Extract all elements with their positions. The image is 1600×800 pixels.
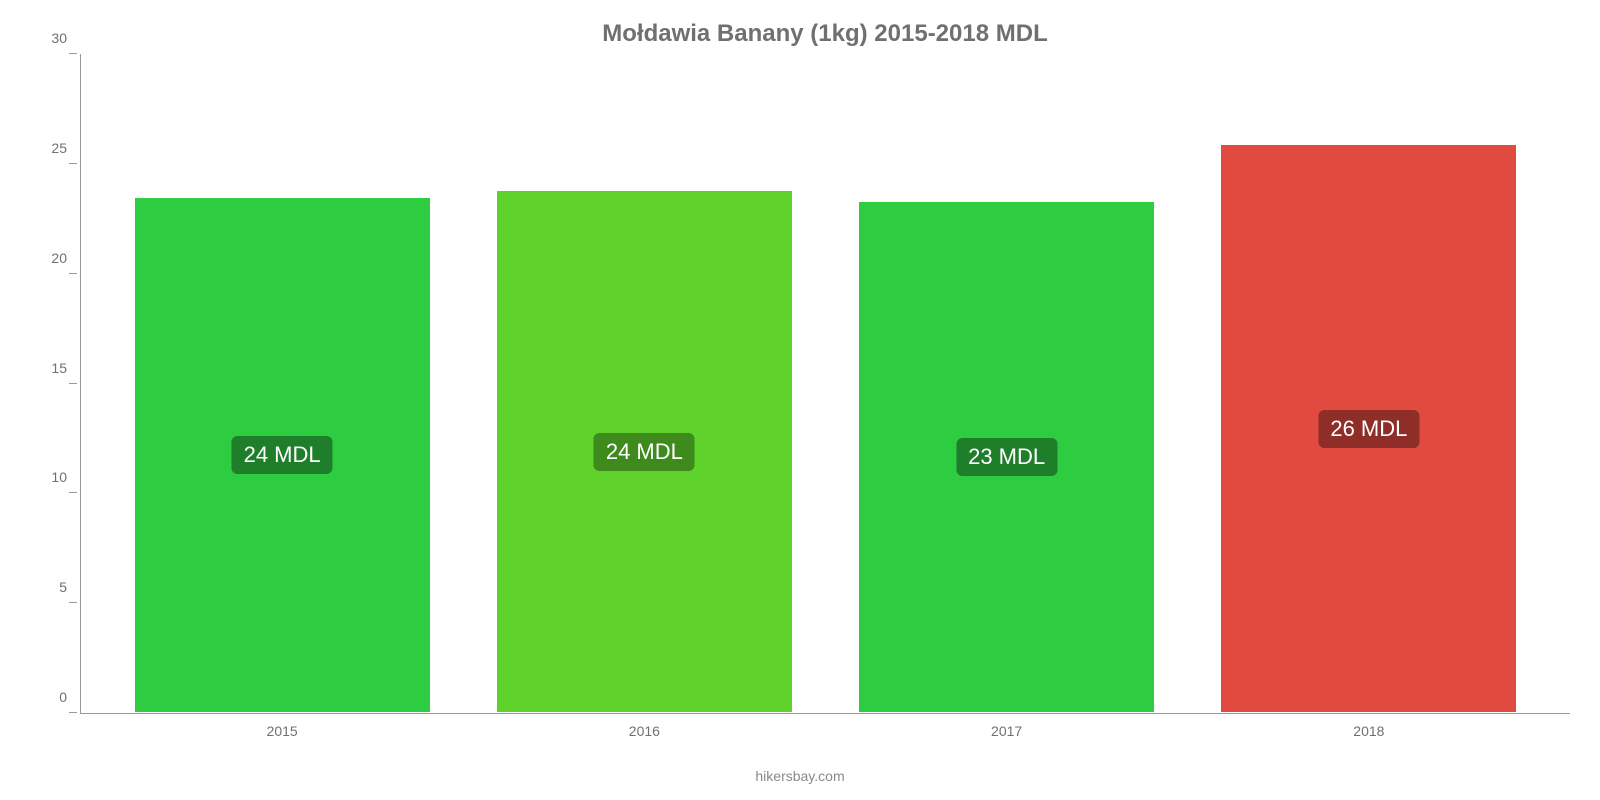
- source-text: hikersbay.com: [755, 768, 844, 784]
- y-tick-label: 30: [51, 30, 67, 46]
- bar-value-label: 24 MDL: [594, 433, 695, 471]
- chart-title: Mołdawia Banany (1kg) 2015-2018 MDL: [80, 20, 1570, 48]
- x-tick-label: 2017: [991, 723, 1022, 739]
- bar-value-label: 24 MDL: [232, 436, 333, 474]
- bar: 26 MDL: [1220, 144, 1517, 713]
- y-tick: [69, 273, 77, 274]
- plot-area: 24 MDL201524 MDL201623 MDL201726 MDL2018…: [80, 54, 1570, 714]
- chart-container: Mołdawia Banany (1kg) 2015-2018 MDL 24 M…: [0, 0, 1600, 800]
- y-tick: [69, 602, 77, 603]
- bars-group: 24 MDL201524 MDL201623 MDL201726 MDL2018: [81, 54, 1570, 713]
- y-tick: [69, 53, 77, 54]
- x-tick-label: 2015: [267, 723, 298, 739]
- bar: 24 MDL: [496, 190, 793, 713]
- y-tick-label: 5: [59, 579, 67, 595]
- y-tick: [69, 163, 77, 164]
- bar: 23 MDL: [858, 201, 1155, 713]
- y-tick: [69, 492, 77, 493]
- bar-slot: 23 MDL2017: [826, 54, 1188, 713]
- y-tick: [69, 383, 77, 384]
- bar: 24 MDL: [134, 197, 431, 713]
- x-tick-label: 2018: [1353, 723, 1384, 739]
- y-tick-label: 15: [51, 360, 67, 376]
- y-tick: [69, 712, 77, 713]
- x-tick-label: 2016: [629, 723, 660, 739]
- bar-slot: 26 MDL2018: [1188, 54, 1550, 713]
- y-tick-label: 10: [51, 469, 67, 485]
- bar-slot: 24 MDL2016: [463, 54, 825, 713]
- bar-value-label: 23 MDL: [956, 438, 1057, 476]
- y-tick-label: 25: [51, 140, 67, 156]
- bar-slot: 24 MDL2015: [101, 54, 463, 713]
- y-tick-label: 0: [59, 689, 67, 705]
- bar-value-label: 26 MDL: [1318, 410, 1419, 448]
- y-tick-label: 20: [51, 250, 67, 266]
